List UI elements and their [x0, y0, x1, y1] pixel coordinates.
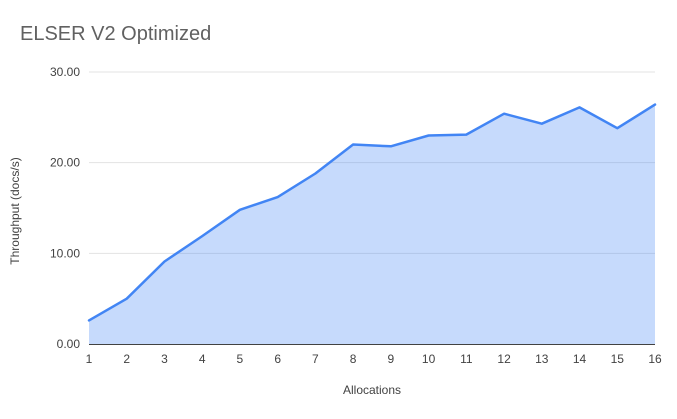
x-tick-label: 9 — [388, 352, 395, 366]
x-tick-label: 15 — [611, 352, 625, 366]
y-tick-label: 20.00 — [50, 156, 80, 170]
x-tick-label: 10 — [422, 352, 436, 366]
x-tick-label: 2 — [123, 352, 130, 366]
x-tick-label: 11 — [460, 352, 473, 366]
x-tick-label: 1 — [86, 352, 93, 366]
x-tick-label: 13 — [535, 352, 549, 366]
x-tick-label: 14 — [573, 352, 587, 366]
series-line — [87, 103, 657, 322]
x-axis-title: Allocations — [342, 383, 402, 397]
y-axis-title-text: Throughput (docs/s) — [8, 157, 22, 265]
x-tick-label: 4 — [199, 352, 206, 366]
y-tick-label: 0.00 — [57, 337, 81, 351]
x-tick-label: 8 — [350, 352, 357, 366]
x-tick-label: 7 — [312, 352, 319, 366]
x-tick-label: 12 — [497, 352, 511, 366]
x-tick-label: 6 — [274, 352, 281, 366]
chart-title: ELSER V2 Optimized — [20, 23, 212, 45]
x-tick-label: 5 — [237, 352, 244, 366]
x-tick-label: 16 — [648, 352, 662, 366]
y-tick-label: 10.00 — [50, 246, 80, 260]
x-tick-label: 3 — [161, 352, 168, 366]
y-tick-label: 30.00 — [50, 65, 80, 79]
area-fill — [89, 104, 655, 344]
